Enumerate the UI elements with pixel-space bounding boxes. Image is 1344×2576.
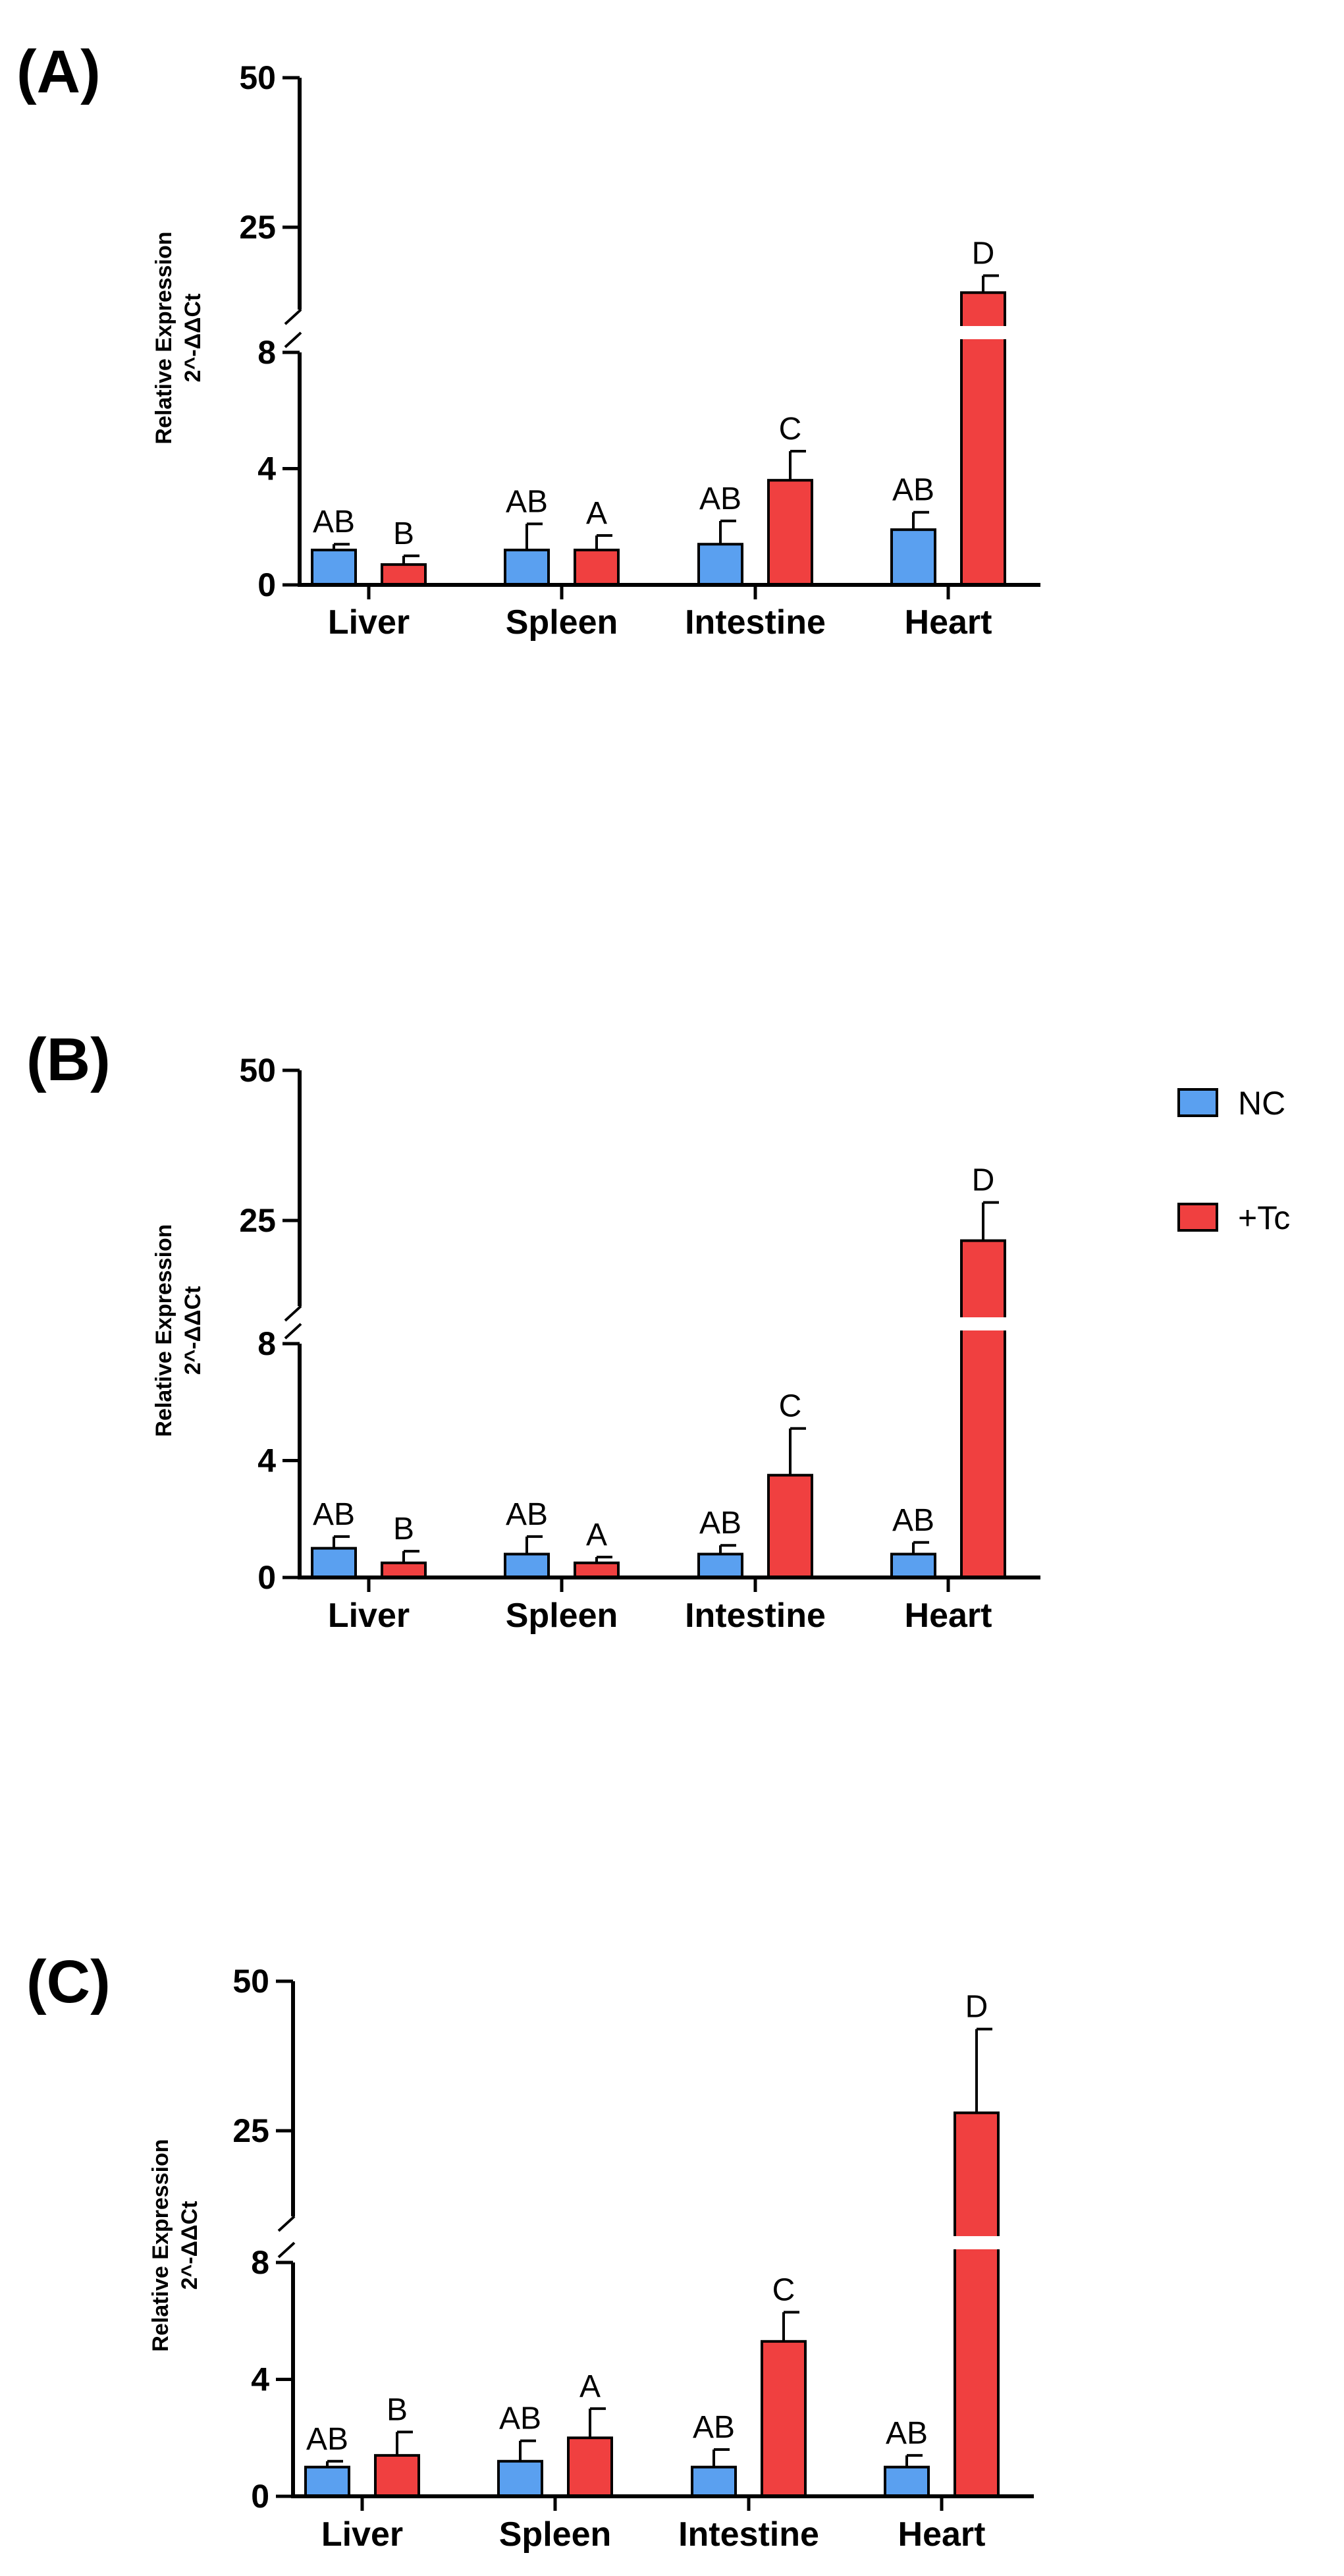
bar-plus-tc-spleen	[574, 549, 620, 586]
bar-nc-liver	[311, 549, 357, 586]
x-tick-label-spleen: Spleen	[506, 1597, 618, 1635]
significance-letter: D	[965, 1990, 988, 2025]
bar-nc-intestine	[691, 2465, 737, 2498]
x-tick-label-intestine: Intestine	[685, 603, 826, 642]
y-axis-label-formula: 2^-ΔΔCt	[180, 294, 205, 383]
y-axis-label-formula: 2^-ΔΔCt	[180, 1286, 205, 1375]
axis-break-mark	[277, 2215, 296, 2232]
significance-letter: AB	[892, 473, 934, 508]
significance-letter: AB	[313, 505, 355, 539]
y-tick-label: 0	[251, 2478, 269, 2515]
y-tick-label: 4	[257, 451, 276, 487]
significance-letter: AB	[886, 2416, 928, 2451]
panel-label: (A)	[16, 38, 101, 105]
significance-letter: D	[972, 236, 995, 271]
panel-label: (B)	[26, 1026, 111, 1093]
y-axis-label-formula: 2^-ΔΔCt	[177, 2201, 202, 2290]
x-tick-label-heart: Heart	[905, 603, 992, 642]
x-tick-label-liver: Liver	[328, 603, 410, 642]
x-tick-label-liver: Liver	[328, 1597, 410, 1635]
y-tick-label: 4	[257, 1442, 276, 1479]
axis-break-mark	[284, 1323, 302, 1340]
bar-plus-tc-spleen	[574, 1561, 620, 1579]
x-tick-label-heart: Heart	[905, 1597, 992, 1635]
significance-letter: C	[772, 2272, 795, 2307]
bar-nc-liver	[311, 1547, 357, 1579]
significance-letter: AB	[506, 484, 548, 519]
significance-letter: AB	[499, 2401, 541, 2436]
legend-label-tc: +Tc	[1238, 1199, 1290, 1236]
axis-break-gap	[305, 326, 1046, 339]
bar-nc-spleen	[504, 549, 550, 586]
axis-break-mark	[284, 1305, 302, 1322]
y-tick-label: 50	[232, 1963, 269, 2000]
significance-letter: B	[393, 516, 414, 551]
y-tick-label: 25	[239, 209, 276, 246]
significance-letter: AB	[506, 1497, 548, 1532]
significance-letter: A	[579, 2369, 601, 2404]
legend-swatch-tc	[1177, 1203, 1218, 1232]
bar-plus-tc-liver	[381, 563, 427, 586]
bar-nc-spleen	[504, 1552, 550, 1579]
significance-letter: AB	[693, 2410, 735, 2445]
bar-nc-spleen	[497, 2459, 543, 2498]
bar-nc-liver	[304, 2465, 350, 2498]
x-tick-label-heart: Heart	[898, 2515, 986, 2554]
significance-letter: A	[586, 496, 607, 531]
panel-label: (C)	[26, 1948, 111, 2015]
bar-plus-tc-spleen	[567, 2436, 613, 2498]
x-tick-label-intestine: Intestine	[685, 1597, 826, 1635]
significance-letter: AB	[699, 1506, 741, 1541]
x-tick-label-spleen: Spleen	[506, 603, 618, 642]
bar-plus-tc-intestine	[767, 479, 813, 587]
significance-letter: AB	[306, 2422, 348, 2457]
y-axis-label: Relative Expression	[151, 1224, 176, 1437]
significance-letter: C	[779, 412, 802, 447]
bar-plus-tc-intestine	[761, 2340, 807, 2498]
y-tick-label: 25	[239, 1202, 276, 1239]
y-tick-label: 0	[257, 566, 276, 603]
axis-break-mark	[284, 308, 302, 325]
y-tick-label: 8	[257, 1325, 276, 1362]
axis-break-gap	[298, 2236, 1039, 2249]
bar-nc-heart	[890, 1552, 936, 1579]
significance-letter: AB	[699, 481, 741, 516]
axis-break-mark	[284, 331, 302, 348]
x-tick-label-spleen: Spleen	[499, 2515, 612, 2554]
y-axis-label: Relative Expression	[148, 2139, 173, 2351]
y-tick-label: 4	[251, 2361, 269, 2398]
bar-nc-heart	[890, 528, 936, 586]
significance-letter: B	[393, 1512, 414, 1547]
significance-letter: AB	[892, 1503, 934, 1538]
y-tick-label: 50	[239, 59, 276, 96]
y-tick-label: 50	[239, 1052, 276, 1089]
bar-plus-tc-intestine	[767, 1473, 813, 1579]
bar-plus-tc-heart	[954, 2111, 1000, 2498]
x-tick-label-liver: Liver	[321, 2515, 403, 2554]
y-axis-label: Relative Expression	[151, 231, 176, 444]
y-tick-label: 25	[232, 2112, 269, 2149]
axis-break-mark	[277, 2241, 296, 2259]
significance-letter: B	[387, 2392, 408, 2427]
legend-swatch-nc	[1177, 1088, 1218, 1117]
bar-plus-tc-heart	[960, 1239, 1006, 1579]
y-tick-label: 8	[251, 2244, 269, 2281]
significance-letter: AB	[313, 1497, 355, 1532]
x-tick-label-intestine: Intestine	[678, 2515, 819, 2554]
significance-letter: A	[586, 1518, 607, 1552]
y-tick-label: 8	[257, 334, 276, 371]
y-tick-label: 0	[257, 1559, 276, 1596]
axis-break-gap	[305, 1317, 1046, 1330]
bar-plus-tc-liver	[374, 2453, 420, 2498]
bar-plus-tc-liver	[381, 1561, 427, 1579]
bar-nc-intestine	[697, 1552, 743, 1579]
significance-letter: D	[972, 1163, 995, 1198]
legend-label-nc: NC	[1238, 1085, 1285, 1122]
bar-nc-heart	[884, 2465, 930, 2498]
significance-letter: C	[779, 1389, 802, 1424]
bar-nc-intestine	[697, 543, 743, 586]
